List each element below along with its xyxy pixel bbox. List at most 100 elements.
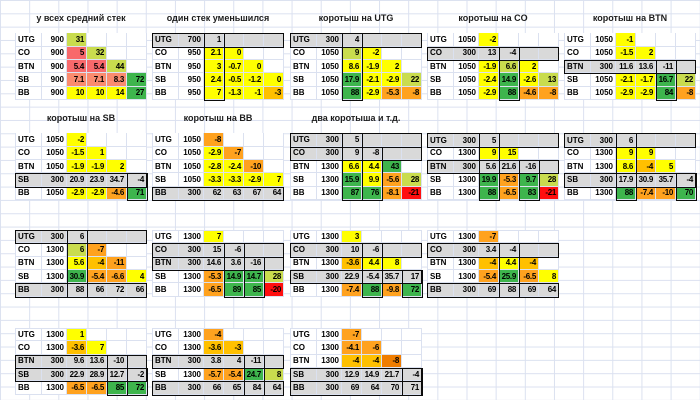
value-cell[interactable]: 17 bbox=[402, 269, 422, 284]
stack-size[interactable]: 700 bbox=[179, 33, 204, 47]
value-cell[interactable]: -10 bbox=[244, 160, 264, 174]
stack-size[interactable]: 300 bbox=[454, 243, 479, 257]
position-label[interactable]: BB bbox=[564, 86, 591, 101]
value-cell[interactable]: 88 bbox=[616, 186, 636, 201]
value-cell[interactable]: -7 bbox=[224, 146, 244, 161]
value-cell[interactable]: 4 bbox=[342, 33, 362, 47]
stack-size[interactable]: 950 bbox=[179, 86, 204, 101]
stack-size[interactable]: 1050 bbox=[42, 160, 67, 174]
value-cell[interactable]: 8.6 bbox=[616, 160, 636, 174]
stack-size[interactable]: 1050 bbox=[42, 133, 67, 147]
value-cell[interactable]: -0.7 bbox=[224, 60, 244, 74]
value-cell[interactable]: -4 bbox=[402, 367, 422, 382]
stack-size[interactable]: 1300 bbox=[317, 256, 342, 270]
position-label[interactable]: BB bbox=[290, 186, 317, 201]
value-cell[interactable]: -5.4 bbox=[224, 367, 244, 382]
value-cell[interactable]: 88 bbox=[362, 283, 382, 297]
value-cell[interactable]: 66 bbox=[204, 381, 224, 395]
value-cell[interactable]: -3.3 bbox=[204, 173, 224, 187]
value-cell[interactable] bbox=[264, 256, 284, 270]
stack-size[interactable]: 300 bbox=[591, 60, 616, 74]
value-cell[interactable]: 2 bbox=[107, 160, 127, 174]
position-label[interactable]: BTN bbox=[152, 160, 179, 174]
stack-size[interactable]: 300 bbox=[42, 230, 67, 244]
stack-size[interactable]: 1050 bbox=[454, 33, 479, 47]
value-cell[interactable] bbox=[402, 230, 422, 244]
value-cell[interactable] bbox=[402, 46, 422, 61]
value-cell[interactable]: -1.3 bbox=[224, 86, 244, 101]
position-label[interactable]: BB bbox=[564, 186, 591, 201]
value-cell[interactable] bbox=[127, 60, 147, 74]
stack-size[interactable]: 1300 bbox=[179, 283, 204, 297]
value-cell[interactable] bbox=[676, 133, 696, 147]
value-cell[interactable]: 3 bbox=[342, 230, 362, 244]
value-cell[interactable]: -5.4 bbox=[362, 269, 382, 284]
value-cell[interactable] bbox=[382, 341, 402, 355]
value-cell[interactable] bbox=[127, 341, 147, 355]
value-cell[interactable] bbox=[107, 146, 127, 161]
stack-size[interactable]: 1300 bbox=[454, 146, 479, 161]
value-cell[interactable]: -10 bbox=[107, 354, 127, 368]
value-cell[interactable]: 9 bbox=[342, 146, 362, 161]
position-label[interactable]: BTN bbox=[15, 256, 42, 270]
stack-size[interactable]: 300 bbox=[179, 256, 204, 270]
value-cell[interactable]: -2 bbox=[67, 133, 87, 147]
position-label[interactable]: SB bbox=[15, 73, 42, 87]
value-cell[interactable]: -3 bbox=[264, 86, 284, 101]
position-label[interactable]: CO bbox=[152, 146, 179, 161]
value-cell[interactable]: -6.5 bbox=[87, 381, 107, 395]
value-cell[interactable]: 8.6 bbox=[342, 60, 362, 74]
value-cell[interactable]: 71 bbox=[402, 381, 422, 395]
value-cell[interactable]: 17.9 bbox=[616, 173, 636, 187]
value-cell[interactable]: 7.1 bbox=[87, 73, 107, 87]
position-label[interactable]: BB bbox=[290, 381, 317, 395]
value-cell[interactable]: -3.6 bbox=[67, 341, 87, 355]
value-cell[interactable] bbox=[264, 146, 284, 161]
value-cell[interactable] bbox=[402, 60, 422, 74]
stack-size[interactable]: 1300 bbox=[179, 367, 204, 382]
value-cell[interactable]: 10 bbox=[342, 243, 362, 257]
stack-size[interactable]: 1050 bbox=[179, 133, 204, 147]
value-cell[interactable] bbox=[224, 33, 244, 47]
stack-size[interactable]: 1050 bbox=[179, 146, 204, 161]
stack-size[interactable]: 1050 bbox=[317, 60, 342, 74]
value-cell[interactable]: 15 bbox=[204, 243, 224, 257]
value-cell[interactable]: -1.5 bbox=[616, 46, 636, 61]
value-cell[interactable]: 3.8 bbox=[204, 354, 224, 368]
value-cell[interactable] bbox=[244, 341, 264, 355]
value-cell[interactable]: 71 bbox=[127, 186, 147, 201]
value-cell[interactable]: -3.6 bbox=[342, 256, 362, 270]
value-cell[interactable]: 14.9 bbox=[499, 73, 519, 87]
value-cell[interactable]: -1.9 bbox=[87, 160, 107, 174]
position-label[interactable]: SB bbox=[564, 73, 591, 87]
value-cell[interactable]: 64 bbox=[362, 381, 382, 395]
value-cell[interactable]: -4 bbox=[127, 173, 147, 187]
value-cell[interactable]: 1 bbox=[67, 328, 87, 342]
value-cell[interactable] bbox=[107, 243, 127, 257]
value-cell[interactable]: -2.9 bbox=[636, 86, 656, 101]
value-cell[interactable]: 66 bbox=[87, 283, 107, 297]
value-cell[interactable] bbox=[224, 328, 244, 342]
value-cell[interactable] bbox=[382, 146, 402, 161]
value-cell[interactable]: 5.6 bbox=[67, 256, 87, 270]
value-cell[interactable]: 9.6 bbox=[67, 354, 87, 368]
stack-size[interactable]: 1050 bbox=[317, 73, 342, 87]
stack-size[interactable]: 1300 bbox=[454, 173, 479, 187]
value-cell[interactable] bbox=[539, 133, 559, 147]
value-cell[interactable]: 4.4 bbox=[362, 256, 382, 270]
value-cell[interactable]: -6 bbox=[362, 243, 382, 257]
value-cell[interactable] bbox=[402, 133, 422, 147]
position-label[interactable]: BTN bbox=[290, 60, 317, 74]
stack-size[interactable]: 300 bbox=[179, 381, 204, 395]
stack-size[interactable]: 900 bbox=[42, 60, 67, 74]
value-cell[interactable]: -1.9 bbox=[479, 60, 499, 74]
position-label[interactable]: UTG bbox=[564, 33, 591, 47]
value-cell[interactable] bbox=[676, 160, 696, 174]
position-label[interactable]: BB bbox=[152, 86, 179, 101]
stack-size[interactable]: 1050 bbox=[42, 186, 67, 201]
value-cell[interactable] bbox=[107, 33, 127, 47]
value-cell[interactable] bbox=[244, 133, 264, 147]
value-cell[interactable] bbox=[264, 341, 284, 355]
value-cell[interactable]: 5 bbox=[479, 133, 499, 147]
value-cell[interactable] bbox=[382, 328, 402, 342]
